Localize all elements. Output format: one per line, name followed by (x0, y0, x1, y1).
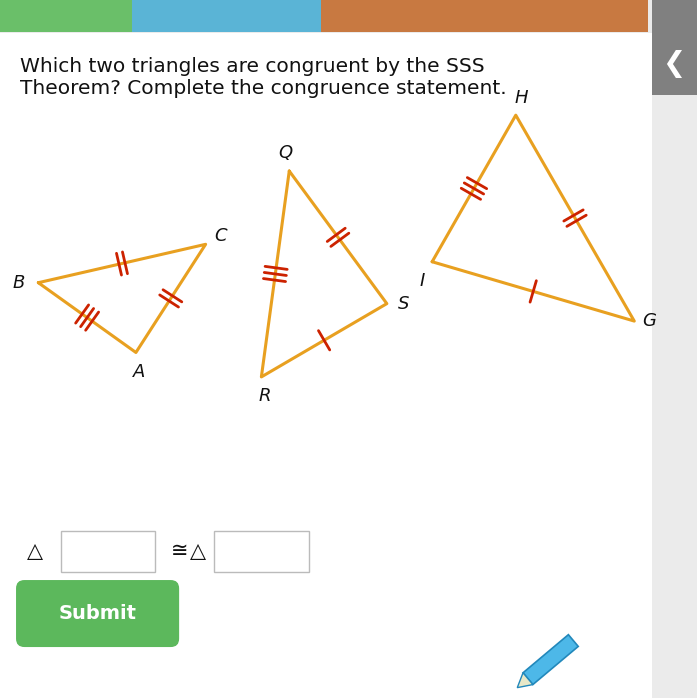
Text: 31 : 34: 31 : 34 (194, 7, 259, 25)
Text: △: △ (26, 542, 43, 561)
Text: Which two triangles are congruent by the SSS
Theorem? Complete the congruence st: Which two triangles are congruent by the… (20, 57, 506, 98)
Text: A: A (133, 363, 146, 381)
Text: H: H (514, 89, 528, 107)
Text: 7: 7 (61, 7, 72, 25)
FancyBboxPatch shape (652, 0, 697, 95)
Text: B: B (13, 274, 25, 292)
FancyBboxPatch shape (0, 33, 652, 698)
FancyBboxPatch shape (16, 580, 179, 647)
FancyBboxPatch shape (61, 531, 155, 572)
Text: ≅: ≅ (171, 542, 188, 561)
Text: Q: Q (279, 144, 293, 162)
Text: I: I (419, 272, 424, 290)
Text: 46: 46 (473, 7, 496, 25)
Text: S: S (398, 295, 409, 313)
Text: G: G (643, 312, 657, 330)
FancyBboxPatch shape (214, 531, 309, 572)
Text: C: C (215, 227, 227, 245)
Text: △: △ (190, 542, 206, 561)
Text: R: R (259, 387, 271, 406)
FancyBboxPatch shape (132, 0, 321, 32)
Polygon shape (523, 634, 579, 685)
Text: Submit: Submit (59, 604, 137, 623)
FancyBboxPatch shape (0, 0, 132, 32)
Text: ❮: ❮ (662, 50, 686, 77)
FancyBboxPatch shape (321, 0, 648, 32)
Polygon shape (517, 673, 533, 688)
